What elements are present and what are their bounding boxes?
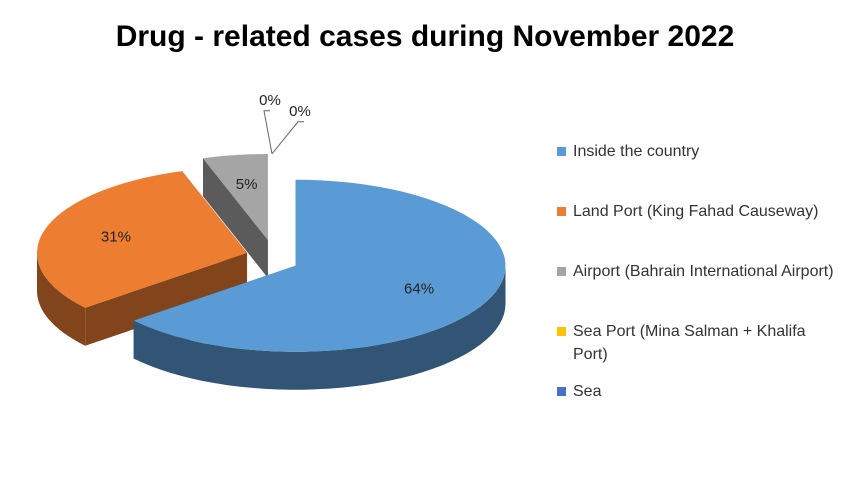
pie-slice-group: 5% — [203, 154, 268, 279]
chart-title: Drug - related cases during November 202… — [116, 20, 735, 53]
leader-line — [271, 121, 304, 155]
legend-label: Inside the country — [573, 143, 700, 160]
pie-slice — [133, 179, 506, 352]
data-label: 0% — [259, 92, 281, 109]
slice-side — [203, 158, 268, 279]
slice-wall — [133, 265, 506, 390]
data-label: 64% — [404, 281, 434, 298]
legend-swatch — [557, 147, 566, 156]
legend-swatch — [557, 387, 566, 396]
legend-item: Airport (Bahrain International Airport) — [557, 260, 842, 320]
pie-slice-group: 31% — [37, 171, 248, 346]
slice-wall — [37, 252, 86, 346]
legend-item: Sea — [557, 380, 842, 440]
legend-item: Inside the country — [557, 140, 842, 200]
pie-slice-group: 0% — [259, 92, 281, 154]
slice-side — [85, 252, 248, 346]
legend-label: Sea — [573, 383, 602, 400]
pie-slice — [37, 171, 248, 308]
pie-slice-group: 64% — [133, 179, 506, 390]
pie-slice-group: 0% — [271, 103, 311, 155]
legend-item: Land Port (King Fahad Causeway) — [557, 200, 842, 260]
legend-label: Airport (Bahrain International Airport) — [573, 263, 834, 280]
pie: 0% 0% 5% 31% 64% — [37, 92, 506, 390]
pie-slice — [203, 154, 268, 241]
legend-swatch — [557, 267, 566, 276]
data-label: 5% — [236, 176, 258, 193]
legend-swatch — [557, 327, 566, 336]
legend: Inside the country Land Port (King Fahad … — [557, 140, 842, 440]
leader-line — [263, 110, 273, 154]
legend-label: Land Port (King Fahad Causeway) — [573, 203, 819, 220]
data-label: 31% — [101, 228, 131, 245]
legend-label: Sea Port (Mina Salman + Khalifa Port) — [573, 323, 806, 363]
legend-item: Sea Port (Mina Salman + Khalifa Port) — [557, 320, 842, 380]
legend-swatch — [557, 207, 566, 216]
data-label: 0% — [289, 103, 311, 120]
